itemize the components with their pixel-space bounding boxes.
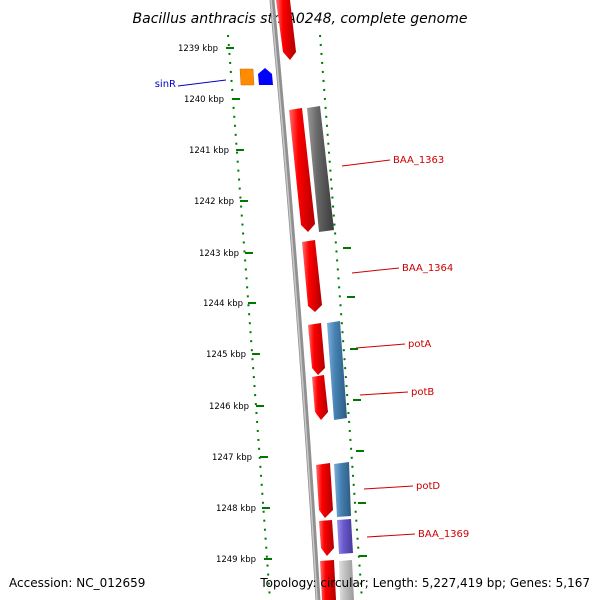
tick-label: 1249 kbp bbox=[216, 555, 256, 565]
gene-arrow-orange[interactable] bbox=[239, 68, 255, 86]
gene-arrow-red[interactable] bbox=[319, 520, 334, 556]
feature-label-potD[interactable]: potD bbox=[416, 481, 440, 492]
topology-text: Topology: circular; Length: 5,227,419 bp… bbox=[259, 576, 590, 590]
gene-arrow-steelblue[interactable] bbox=[327, 321, 347, 420]
feature-label-BAA_1363[interactable]: BAA_1363 bbox=[393, 155, 444, 166]
callout-line bbox=[359, 391, 409, 396]
feature-label-potA[interactable]: potA bbox=[408, 339, 431, 350]
tick-label: 1239 kbp bbox=[178, 44, 218, 54]
genes bbox=[239, 0, 354, 600]
feature-label-sinR[interactable]: sinR bbox=[155, 79, 176, 90]
callout-line bbox=[177, 79, 227, 87]
feature-label-potB[interactable]: potB bbox=[411, 387, 434, 398]
gene-arrow-slateblue[interactable] bbox=[337, 519, 353, 554]
tick-label: 1244 kbp bbox=[203, 299, 243, 309]
gene-arrow-red[interactable] bbox=[308, 323, 325, 375]
tick-label: 1240 kbp bbox=[184, 95, 224, 105]
callout-line bbox=[363, 485, 414, 490]
guide-inner-dotted bbox=[227, 34, 271, 600]
tick-label: 1241 kbp bbox=[189, 146, 229, 156]
tick-label: 1243 kbp bbox=[199, 249, 239, 259]
callout-line bbox=[355, 343, 406, 349]
tick-label: 1247 kbp bbox=[212, 453, 252, 463]
gene-arrow-red[interactable] bbox=[320, 560, 336, 600]
genome-backbone-highlight bbox=[270, 0, 318, 600]
accession-text: Accession: NC_012659 bbox=[9, 576, 145, 590]
feature-label-BAA_1369[interactable]: BAA_1369 bbox=[418, 529, 469, 540]
tick-label: 1242 kbp bbox=[194, 197, 234, 207]
gene-arrow-lightgray[interactable] bbox=[339, 560, 354, 600]
tick-label: 1246 kbp bbox=[209, 402, 249, 412]
callout-line bbox=[341, 159, 391, 167]
gene-arrow-blue[interactable] bbox=[258, 68, 273, 85]
gene-arrow-steelblue[interactable] bbox=[334, 462, 351, 517]
callout-line bbox=[351, 267, 400, 274]
gene-arrow-red[interactable] bbox=[312, 375, 328, 420]
feature-labels: sinR BAA_1363 BAA_1364 potA potB potD BA… bbox=[155, 79, 470, 540]
genome-backbone bbox=[269, 0, 321, 600]
gene-arrow-gray[interactable] bbox=[307, 106, 334, 232]
gene-arrow-red[interactable] bbox=[316, 463, 333, 518]
kbp-ticks: 1239 kbp 1240 kbp 1241 kbp 1242 kbp 1243… bbox=[178, 44, 272, 565]
gene-arrow-red[interactable] bbox=[289, 108, 315, 232]
outer-ring-ticks bbox=[343, 247, 367, 557]
gene-arrow-red[interactable] bbox=[276, 0, 296, 60]
feature-label-BAA_1364[interactable]: BAA_1364 bbox=[402, 263, 453, 274]
tick-label: 1248 kbp bbox=[216, 504, 256, 514]
tick-label: 1245 kbp bbox=[206, 350, 246, 360]
callout-line bbox=[366, 533, 416, 538]
gene-arrow-red[interactable] bbox=[302, 240, 322, 312]
map-title: Bacillus anthracis str. A0248, complete … bbox=[133, 11, 468, 27]
